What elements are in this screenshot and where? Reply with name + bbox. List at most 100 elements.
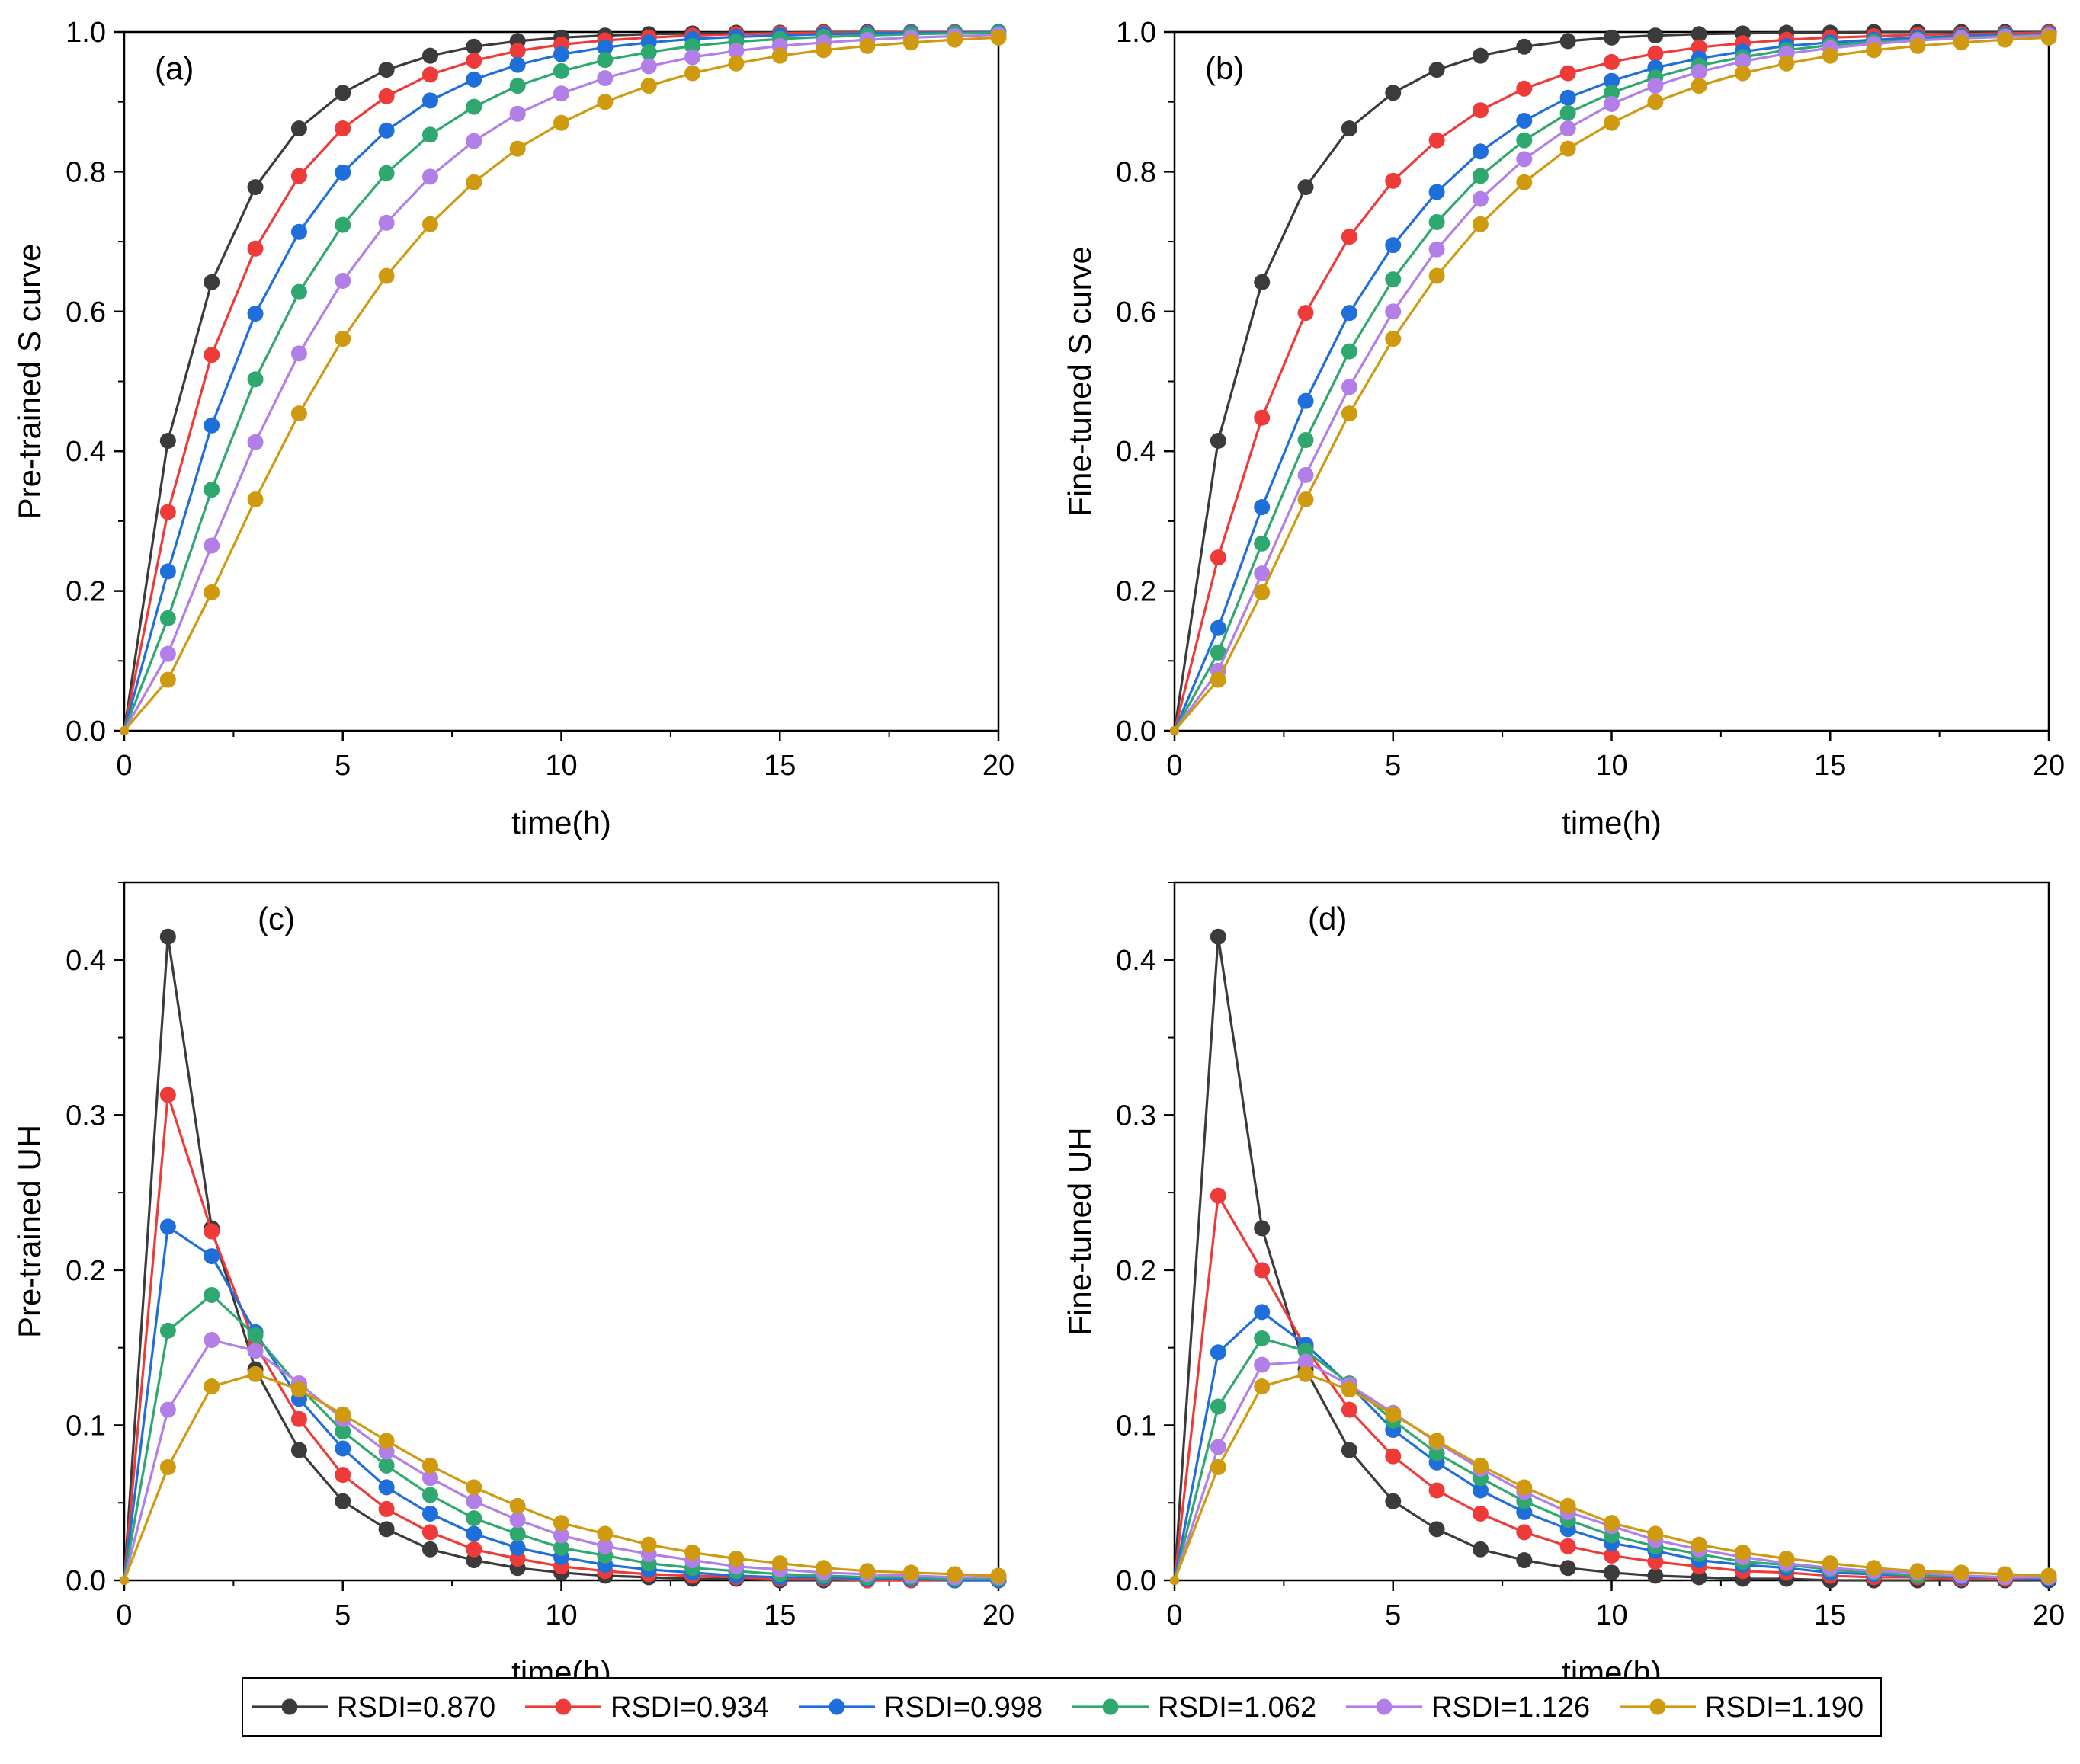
y-tick-label: 0.4 — [66, 436, 106, 468]
plot-frame — [123, 881, 1000, 1582]
data-point — [335, 85, 351, 101]
data-point — [553, 85, 569, 102]
data-point — [2040, 1567, 2057, 1584]
x-tick-label: 10 — [1595, 750, 1627, 782]
y-tick-label: 0.1 — [66, 1410, 106, 1442]
data-point — [247, 434, 264, 450]
data-point — [1428, 241, 1445, 258]
data-point — [159, 610, 176, 626]
data-point — [684, 37, 701, 54]
data-point — [509, 1497, 526, 1514]
y-axis-title: Pre-trained UH — [11, 1125, 47, 1338]
x-tick-label: 10 — [545, 1599, 577, 1631]
data-point — [1647, 27, 1664, 44]
data-point — [728, 55, 745, 72]
data-point — [990, 1567, 1007, 1584]
data-point — [1604, 72, 1620, 89]
data-point — [247, 240, 264, 257]
data-point — [553, 62, 569, 79]
data-point — [859, 37, 876, 54]
data-point — [421, 168, 438, 185]
data-point — [902, 34, 919, 51]
data-point — [1385, 331, 1402, 347]
panel-label: (b) — [1205, 50, 1244, 86]
y-tick-label: 1.0 — [1116, 17, 1156, 49]
data-point — [1210, 1344, 1226, 1361]
data-point — [684, 1544, 701, 1561]
data-point — [597, 94, 614, 110]
y-tick-label: 0.0 — [66, 716, 106, 748]
data-point — [378, 1521, 395, 1538]
data-point — [1170, 726, 1179, 735]
data-point — [378, 165, 395, 181]
data-point — [335, 120, 351, 137]
data-point — [1297, 179, 1314, 196]
data-point — [247, 371, 264, 388]
data-point — [1559, 104, 1576, 121]
data-point — [1735, 65, 1751, 82]
data-point — [247, 306, 264, 322]
data-point — [1428, 62, 1445, 78]
data-point — [1691, 1536, 1707, 1553]
data-point — [1997, 31, 2014, 48]
data-point — [290, 223, 307, 240]
legend-marker — [281, 1698, 298, 1715]
data-point — [1604, 85, 1620, 101]
x-tick-label: 10 — [545, 750, 577, 782]
data-point — [1385, 1406, 1402, 1423]
data-point — [421, 66, 438, 83]
data-point — [1341, 379, 1357, 395]
data-point — [335, 1467, 351, 1484]
data-point — [378, 214, 395, 231]
series-RSDI=0.870 — [1170, 928, 2057, 1589]
data-point — [1691, 26, 1707, 43]
data-point — [1297, 466, 1314, 483]
series-line — [1173, 34, 2050, 732]
data-point — [1385, 172, 1402, 189]
y-tick-label: 0.4 — [1116, 945, 1156, 977]
data-point — [947, 31, 963, 48]
series-RSDI=1.190 — [120, 1365, 1007, 1585]
data-point — [1210, 928, 1226, 945]
data-point — [1341, 1401, 1357, 1418]
data-point — [509, 56, 526, 73]
data-point — [421, 1505, 438, 1522]
data-point — [1341, 1381, 1357, 1398]
data-point — [421, 1487, 438, 1503]
data-point — [1559, 1538, 1576, 1554]
data-point — [1297, 1365, 1314, 1382]
y-tick-label: 0.1 — [1116, 1410, 1156, 1442]
x-tick-label: 0 — [1166, 1599, 1182, 1631]
series-RSDI=0.998 — [1170, 26, 2057, 735]
panel-c: 0 5 10 15 200.00.10.20.30.4time(h)Pre-traine… — [11, 881, 1014, 1690]
data-point — [378, 88, 395, 104]
y-tick-label: 0.2 — [1116, 576, 1156, 608]
series-RSDI=1.126 — [1170, 27, 2057, 735]
data-point — [159, 1401, 176, 1418]
data-point — [247, 491, 264, 507]
series-line — [1173, 30, 2049, 732]
legend-label: RSDI=0.998 — [884, 1692, 1043, 1724]
data-point — [204, 1223, 220, 1240]
x-axis-title: time(h) — [1562, 805, 1662, 840]
data-point — [1254, 1262, 1271, 1279]
series-line — [1173, 34, 2050, 732]
data-point — [816, 42, 832, 59]
x-tick-label: 5 — [1385, 1599, 1401, 1631]
y-tick-label: 1.0 — [66, 17, 106, 49]
data-point — [1472, 1482, 1489, 1499]
data-point — [597, 52, 614, 69]
data-point — [640, 44, 657, 61]
data-point — [1735, 53, 1751, 70]
data-point — [2040, 29, 2057, 46]
data-point — [466, 1510, 482, 1527]
y-axis-title: Fine-tuned S curve — [1062, 246, 1098, 517]
data-point — [509, 78, 526, 94]
data-point — [1647, 94, 1664, 110]
data-point — [509, 43, 526, 59]
data-point — [553, 46, 569, 62]
y-tick-label: 0.2 — [66, 1255, 106, 1287]
legend-marker — [1376, 1698, 1393, 1715]
data-point — [335, 216, 351, 233]
data-point — [1997, 1566, 2014, 1583]
